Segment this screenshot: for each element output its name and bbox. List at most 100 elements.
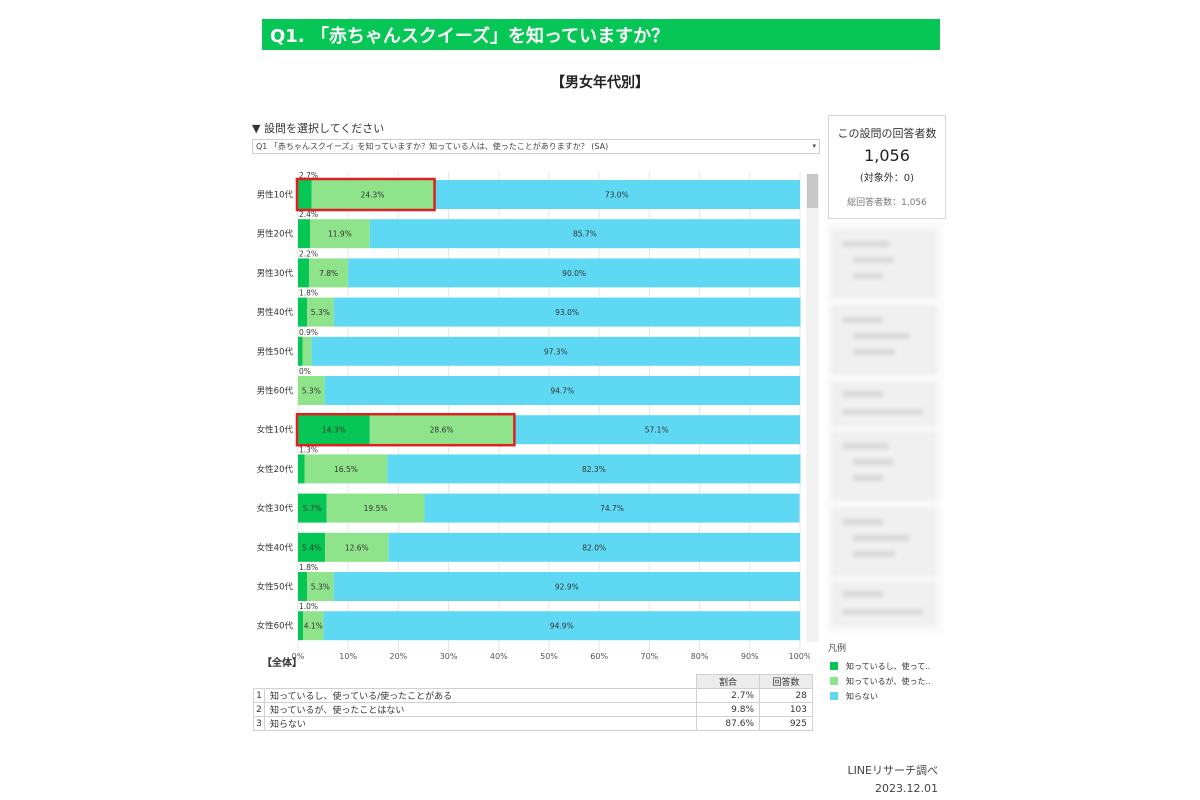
data-label: 5.3% — [302, 387, 321, 396]
overall-label: 【全体】 — [262, 658, 302, 669]
question-title: Q1. 「赤ちゃんスクイーズ」を知っていますか？ — [270, 26, 670, 47]
bar-segment — [310, 219, 370, 249]
x-tick-label: 40% — [490, 652, 508, 661]
data-label: 1.8% — [299, 289, 318, 298]
bar-segment — [324, 376, 800, 405]
row-count: 925 — [759, 716, 813, 731]
row-label: 知っているが、使ったことはない — [264, 702, 697, 717]
bar-segment — [369, 219, 800, 249]
question-select-dropdown[interactable]: Q1 「赤ちゃんスクイーズ」を知っていますか？知っている人は、使ったことがありま… — [252, 139, 820, 154]
data-label: 24.3% — [361, 191, 385, 200]
x-tick-label: 30% — [440, 652, 458, 661]
category-label: 男性60代 — [257, 386, 294, 397]
bar-segment — [298, 376, 325, 405]
chevron-down-icon[interactable]: ▾ — [812, 142, 816, 150]
bar-segment — [304, 454, 388, 484]
data-label: 85.7% — [573, 230, 597, 239]
bar-segment — [303, 611, 324, 641]
bar-segment — [302, 336, 312, 366]
bar-segment — [298, 297, 308, 327]
chart-scrollbar[interactable] — [806, 174, 819, 642]
question-select-value: Q1 「赤ちゃんスクイーズ」を知っていますか？知っている人は、使ったことがありま… — [256, 142, 609, 151]
bar-segment — [333, 572, 800, 601]
data-label: 14.3% — [322, 426, 346, 435]
category-label: 男性40代 — [257, 307, 294, 318]
respondent-summary-title: この設問の回答者数 — [837, 127, 937, 140]
bar-segment — [298, 611, 304, 641]
bar-segment — [513, 415, 800, 445]
data-label: 1.8% — [299, 563, 318, 572]
bar-segment — [311, 180, 434, 209]
x-tick-label: 0% — [292, 652, 305, 661]
bar-segment — [311, 336, 800, 366]
row-ratio: 2.7% — [696, 688, 760, 703]
category-label: 男性20代 — [257, 229, 294, 240]
data-label: 0.9% — [299, 328, 318, 337]
bar-segment — [298, 219, 311, 249]
category-label: 男性50代 — [257, 346, 294, 357]
data-label: 1.0% — [299, 602, 318, 611]
legend-item-unknown: 知らない — [830, 691, 878, 702]
data-label: 97.3% — [544, 347, 568, 356]
bar-segment — [298, 572, 308, 601]
data-label: 82.0% — [582, 543, 606, 552]
bar-segment — [298, 180, 312, 209]
x-tick-label: 100% — [789, 652, 810, 661]
x-tick-label: 80% — [691, 652, 709, 661]
data-label: 82.3% — [582, 465, 606, 474]
bar-segment — [309, 258, 349, 288]
x-tick-label: 60% — [590, 652, 608, 661]
data-label: 2.7% — [299, 171, 318, 180]
table-row: 3 知らない 87.6% 925 — [253, 716, 813, 731]
legend-item-known-unused: 知っているが、使った.. — [830, 676, 931, 687]
data-label: 5.7% — [303, 504, 322, 513]
respondent-summary-box: この設問の回答者数 1,056 (対象外：0) 総回答者数：1,056 — [828, 115, 946, 219]
row-label: 知っているし、使っている/使ったことがある — [264, 688, 697, 703]
data-label: 93.0% — [555, 308, 579, 317]
legend-label: 知らない — [846, 692, 878, 701]
data-label: 5.4% — [302, 543, 321, 552]
bar-segment — [369, 415, 514, 445]
data-label: 5.3% — [311, 583, 330, 592]
chart-subtitle: 【男女年代別】 — [551, 75, 649, 91]
total-respondents: 総回答者数：1,056 — [847, 198, 927, 208]
bar-segment — [307, 572, 334, 601]
bar-segment — [387, 454, 801, 484]
data-label: 12.6% — [345, 543, 369, 552]
excluded-count: (対象外：0) — [859, 173, 915, 184]
data-label: 92.9% — [555, 583, 579, 592]
row-label: 知らない — [264, 716, 697, 731]
bar-segment — [307, 297, 334, 327]
overall-table: 割合 回答数 1 知っているし、使っている/使ったことがある 2.7% 28 2… — [253, 674, 813, 731]
table-row: 1 知っているし、使っている/使ったことがある 2.7% 28 — [253, 688, 813, 703]
date-note: 2023.12.01 — [875, 782, 938, 795]
question-title-bar: Q1. 「赤ちゃんスクイーズ」を知っていますか？ — [262, 19, 940, 50]
x-tick-label: 90% — [741, 652, 759, 661]
bar-segment — [298, 415, 370, 445]
bar-segment — [326, 493, 425, 523]
row-index: 3 — [253, 716, 265, 731]
data-label: 1.3% — [299, 445, 318, 454]
data-label: 94.7% — [550, 387, 574, 396]
bar-segment — [323, 611, 800, 641]
table-row: 2 知っているが、使ったことはない 9.8% 103 — [253, 702, 813, 717]
bar-segment — [333, 297, 801, 327]
category-label: 女性30代 — [257, 503, 294, 514]
x-tick-label: 10% — [339, 652, 357, 661]
data-label: 74.7% — [600, 504, 624, 513]
legend-title: 凡例 — [828, 644, 847, 654]
data-label: 94.9% — [550, 622, 574, 631]
table-header-ratio: 割合 — [696, 674, 760, 689]
table-header-row: 割合 回答数 — [254, 674, 813, 689]
bar-segment — [298, 336, 303, 366]
row-count: 103 — [759, 702, 813, 717]
highlight-box — [295, 412, 516, 447]
legend-swatch — [830, 692, 838, 700]
data-label: 5.3% — [311, 308, 330, 317]
data-label: 73.0% — [605, 191, 629, 200]
bar-segment — [424, 493, 800, 523]
row-index: 1 — [253, 688, 265, 703]
chart-scrollbar-thumb[interactable] — [807, 174, 818, 208]
legend-label: 知っているし、使って.. — [846, 662, 931, 671]
row-ratio: 87.6% — [696, 716, 760, 731]
